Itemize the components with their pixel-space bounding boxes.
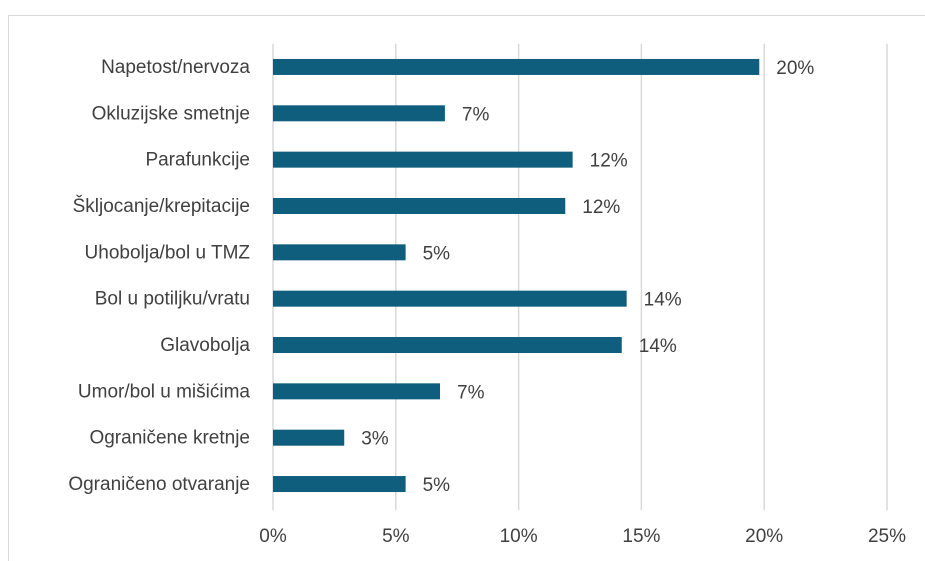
data-label: 20%	[776, 58, 814, 79]
bar	[273, 151, 573, 168]
bar	[273, 429, 345, 446]
x-tick-label: 10%	[500, 526, 538, 547]
y-tick-label: Umor/bol u mišićima	[78, 381, 251, 402]
data-label: 14%	[639, 336, 677, 357]
y-tick-label: Ograničeno otvaranje	[68, 474, 250, 495]
y-tick-label: Parafunkcije	[145, 150, 250, 171]
y-tick-label: Ograničene kretnje	[89, 428, 250, 449]
bar	[273, 244, 406, 261]
data-label: 3%	[361, 429, 389, 450]
x-tick-label: 25%	[868, 526, 906, 547]
data-label: 12%	[582, 197, 620, 218]
data-label: 7%	[462, 104, 490, 125]
y-tick-label: Okluzijske smetnje	[92, 103, 250, 124]
x-tick-label: 5%	[382, 526, 410, 547]
bar	[273, 58, 760, 75]
bar	[273, 105, 445, 122]
bar	[273, 476, 406, 493]
x-tick-label: 15%	[622, 526, 660, 547]
x-tick-label: 0%	[259, 526, 287, 547]
data-label: 5%	[423, 243, 451, 264]
y-tick-label: Škljocanje/krepitacije	[73, 195, 250, 217]
y-tick-label: Napetost/nervoza	[101, 57, 250, 78]
bar	[273, 290, 627, 307]
x-tick-label: 20%	[745, 526, 783, 547]
y-tick-label: Bol u potiljku/vratu	[95, 289, 250, 310]
data-label: 12%	[590, 151, 628, 172]
data-label: 14%	[644, 290, 682, 311]
y-tick-label: Glavobolja	[160, 335, 250, 356]
bar	[273, 383, 441, 400]
data-label: 5%	[423, 475, 451, 496]
bar	[273, 337, 622, 354]
bar	[273, 197, 566, 214]
data-label: 7%	[457, 382, 485, 403]
y-tick-label: Uhobolja/bol u TMZ	[85, 242, 251, 263]
chart-frame	[8, 15, 925, 561]
